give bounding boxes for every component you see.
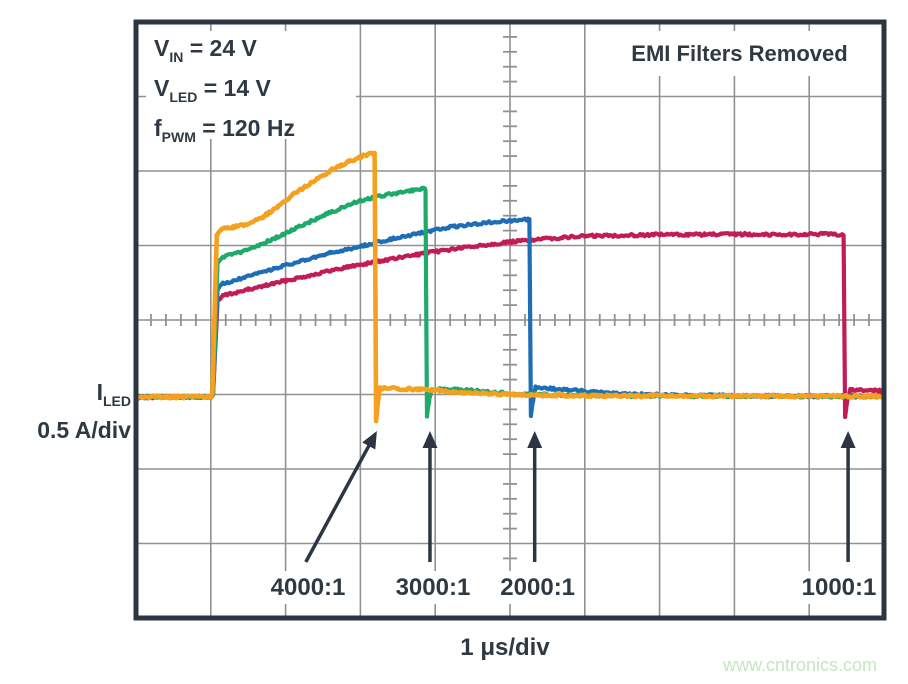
watermark: www.cntronics.com (722, 655, 877, 675)
y-axis-label: ILED 0.5 A/div (0, 378, 131, 445)
condition-line-vled: VLED = 14 V (154, 75, 271, 105)
test-conditions-annotation: VIN = 24 V VLED = 14 V fPWM = 120 Hz (146, 31, 356, 145)
y-axis-scale: 0.5 A/div (37, 417, 131, 443)
x-axis-scale: 1 μs/div (460, 634, 550, 661)
ratio-label-1000-1: 1000:1 (797, 571, 881, 604)
condition-line-vin: VIN = 24 V (154, 35, 257, 65)
ratio-label-2000-1: 2000:1 (495, 571, 580, 604)
y-axis-signal-name: ILED (96, 379, 131, 409)
ratio-label-4000-1: 4000:1 (266, 571, 351, 604)
emi-filters-note: EMI Filters Removed (600, 31, 879, 76)
condition-line-fpwm: fPWM = 120 Hz (154, 115, 295, 145)
ratio-label-3000-1: 3000:1 (390, 571, 475, 604)
